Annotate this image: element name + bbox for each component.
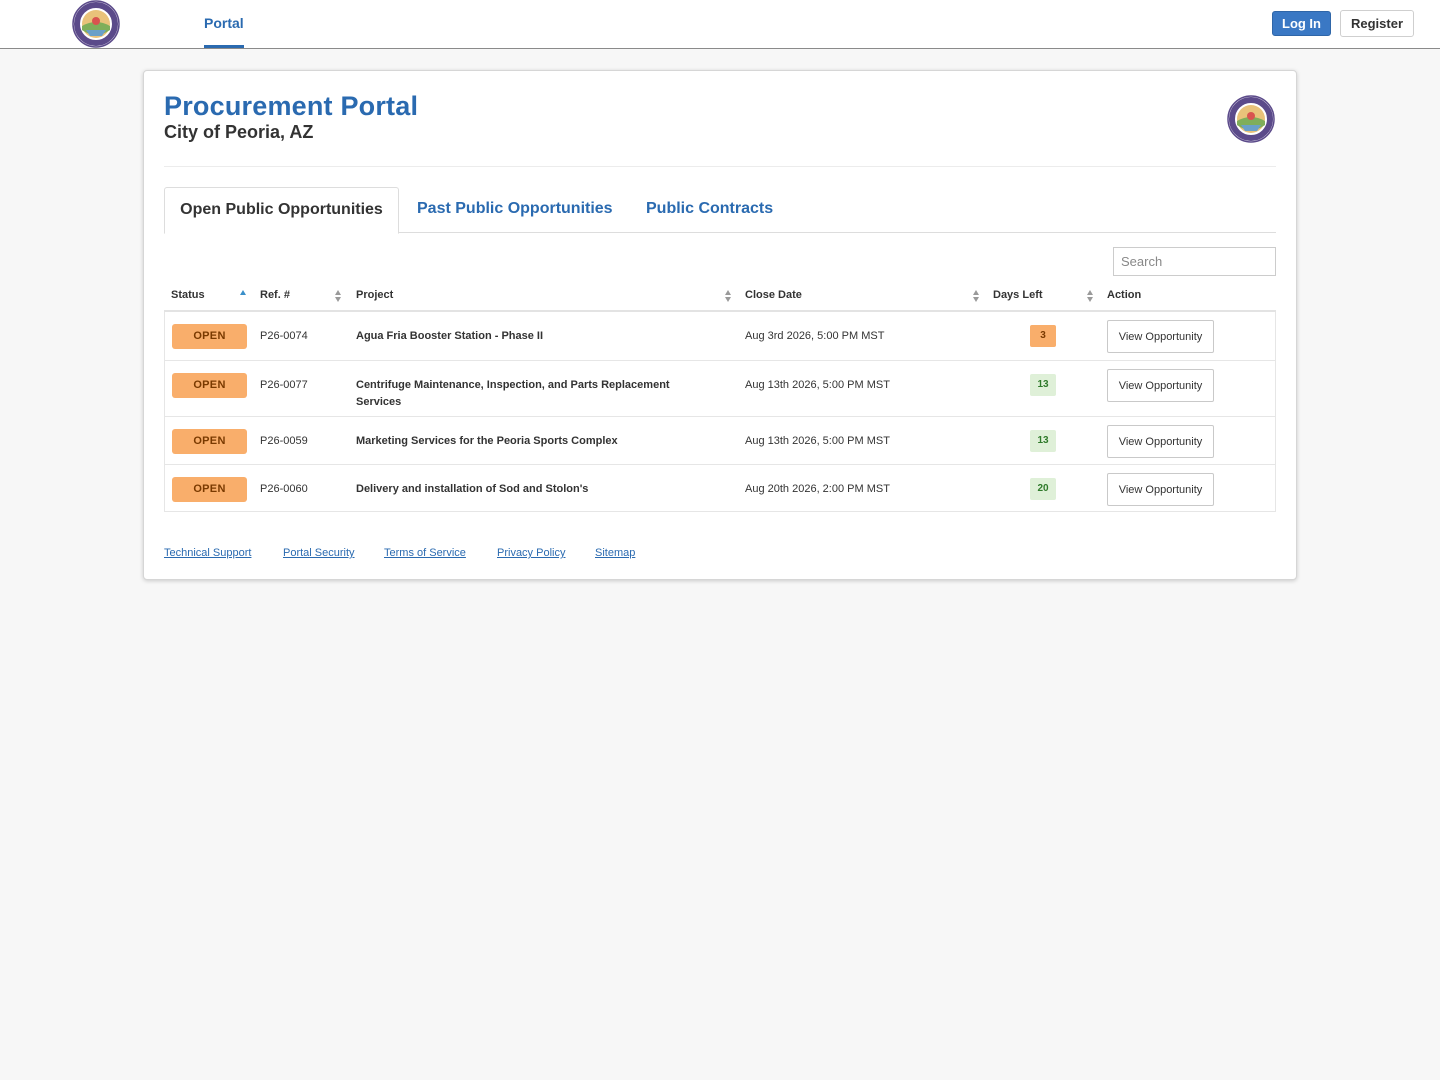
column-header-action: Action [1107,289,1142,301]
column-header-close-date[interactable]: Close Date [745,289,802,301]
project-name: Centrifuge Maintenance, Inspection, and … [356,379,670,408]
sort-icon[interactable] [973,290,980,302]
footer-link-portal-security[interactable]: Portal Security [283,547,355,559]
ref-number: P26-0060 [260,483,308,495]
table-row: OPEN P26-0074 Agua Fria Booster Station … [165,312,1275,360]
footer-link-terms-of-service[interactable]: Terms of Service [384,547,466,559]
tab-public-contracts[interactable]: Public Contracts [646,200,774,217]
column-header-project[interactable]: Project [356,289,394,301]
sort-icon[interactable] [725,290,732,302]
project-name: Marketing Services for the Peoria Sports… [356,435,618,447]
footer-link-privacy-policy[interactable]: Privacy Policy [497,547,566,559]
tab-open-opportunities[interactable]: Open Public Opportunities [164,187,399,234]
days-left-badge: 3 [1030,325,1056,347]
close-date: Aug 13th 2026, 5:00 PM MST [745,379,890,391]
page-subtitle: City of Peoria, AZ [164,122,314,142]
footer-link-technical-support[interactable]: Technical Support [164,547,252,559]
view-opportunity-button[interactable]: View Opportunity [1107,320,1214,353]
header-divider [164,166,1276,167]
sort-icon[interactable] [1087,290,1094,302]
ref-number: P26-0074 [260,330,308,342]
project-name: Agua Fria Booster Station - Phase II [356,330,544,342]
table-row: OPEN P26-0077 Centrifuge Maintenance, In… [165,360,1275,416]
days-left-badge: 13 [1030,374,1056,396]
ref-number: P26-0077 [260,379,308,391]
column-header-days-left[interactable]: Days Left [993,289,1043,301]
status-badge: OPEN [172,429,247,454]
days-left-badge: 13 [1030,430,1056,452]
status-badge: OPEN [172,324,247,349]
close-date: Aug 20th 2026, 2:00 PM MST [745,483,890,495]
close-date: Aug 13th 2026, 5:00 PM MST [745,435,890,447]
top-nav: Portal Log In Register [0,0,1440,49]
status-badge: OPEN [172,477,247,502]
view-opportunity-button[interactable]: View Opportunity [1107,369,1214,402]
tab-bar: Open Public Opportunities Past Public Op… [164,187,1276,234]
peoria-seal-icon [1227,95,1275,143]
column-header-ref[interactable]: Ref. # [260,289,290,301]
table-header: Status Ref. # Project Close Date Days Le… [164,281,1276,312]
tab-past-opportunities[interactable]: Past Public Opportunities [417,200,613,217]
project-name: Delivery and installation of Sod and Sto… [356,483,589,495]
table-body: OPEN P26-0074 Agua Fria Booster Station … [164,312,1276,512]
view-opportunity-button[interactable]: View Opportunity [1107,425,1214,458]
sort-ascending-icon[interactable] [240,290,247,302]
table-row: OPEN P26-0059 Marketing Services for the… [165,416,1275,464]
close-date: Aug 3rd 2026, 5:00 PM MST [745,330,885,342]
peoria-seal-logo-icon[interactable] [72,0,120,48]
login-button[interactable]: Log In [1272,11,1331,36]
search-input[interactable] [1113,247,1276,276]
column-header-status[interactable]: Status [171,289,205,301]
footer-link-sitemap[interactable]: Sitemap [595,547,636,559]
status-badge: OPEN [172,373,247,398]
procurement-card: Procurement Portal City of Peoria, AZ Op… [143,70,1297,580]
nav-portal-link[interactable]: Portal [204,0,244,48]
opportunities-table: Status Ref. # Project Close Date Days Le… [164,281,1276,512]
page-title: Procurement Portal [164,91,419,121]
sort-icon[interactable] [335,290,342,302]
days-left-badge: 20 [1030,478,1056,500]
view-opportunity-button[interactable]: View Opportunity [1107,473,1214,506]
table-row: OPEN P26-0060 Delivery and installation … [165,464,1275,511]
register-button[interactable]: Register [1340,10,1414,37]
ref-number: P26-0059 [260,435,308,447]
